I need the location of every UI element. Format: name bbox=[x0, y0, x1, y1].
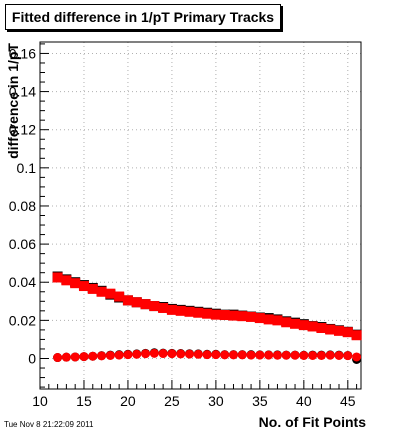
data-point-circle bbox=[123, 350, 133, 360]
data-point-circle bbox=[132, 349, 142, 359]
data-point-square bbox=[184, 306, 195, 317]
data-point-circle bbox=[79, 352, 89, 362]
y-tick-label: 0.1 bbox=[17, 160, 37, 176]
series-4 bbox=[53, 348, 362, 363]
data-point-square bbox=[202, 308, 213, 319]
data-point-square bbox=[70, 278, 81, 289]
y-tick-label: 0.06 bbox=[9, 236, 36, 252]
x-tick-label: 45 bbox=[340, 393, 356, 409]
data-points bbox=[52, 271, 362, 364]
x-tick-label: 15 bbox=[76, 393, 92, 409]
data-point-square bbox=[281, 317, 292, 328]
data-point-square bbox=[298, 320, 309, 331]
data-point-square bbox=[96, 286, 107, 297]
data-point-circle bbox=[264, 350, 274, 360]
x-tick-label: 20 bbox=[120, 393, 136, 409]
data-point-square bbox=[254, 313, 265, 324]
data-point-square bbox=[210, 309, 221, 320]
data-point-circle bbox=[237, 350, 247, 360]
data-point-circle bbox=[352, 352, 362, 362]
data-point-square bbox=[105, 288, 116, 299]
data-point-circle bbox=[88, 351, 98, 361]
data-point-circle bbox=[220, 350, 230, 360]
x-tick-label: 30 bbox=[208, 393, 224, 409]
grid bbox=[39, 42, 361, 389]
data-point-circle bbox=[105, 350, 115, 360]
data-point-square bbox=[114, 291, 125, 302]
data-point-square bbox=[334, 325, 345, 336]
data-point-square bbox=[149, 301, 160, 312]
data-point-circle bbox=[70, 352, 80, 362]
data-point-circle bbox=[149, 348, 159, 358]
data-point-square bbox=[158, 302, 169, 313]
data-point-circle bbox=[158, 349, 168, 359]
data-point-square bbox=[61, 275, 72, 286]
y-axis-label: difference in 1/pT bbox=[5, 43, 21, 159]
data-point-circle bbox=[316, 350, 326, 360]
data-point-square bbox=[272, 315, 283, 326]
data-point-square bbox=[52, 272, 63, 283]
data-point-circle bbox=[167, 349, 177, 359]
data-point-circle bbox=[53, 353, 63, 363]
data-point-circle bbox=[343, 351, 353, 361]
data-point-square bbox=[228, 310, 239, 321]
data-point-circle bbox=[290, 350, 300, 360]
x-axis-label: No. of Fit Points bbox=[259, 414, 367, 430]
x-tick-label: 35 bbox=[252, 393, 268, 409]
data-point-circle bbox=[211, 350, 221, 360]
plot-frame bbox=[39, 41, 362, 390]
data-point-square bbox=[193, 307, 204, 318]
data-point-square bbox=[351, 330, 362, 341]
data-point-square bbox=[140, 299, 151, 310]
data-point-square bbox=[263, 314, 274, 325]
x-tick-label: 10 bbox=[32, 393, 48, 409]
data-point-square bbox=[87, 283, 98, 294]
timestamp: Tue Nov 8 21:22:09 2011 bbox=[4, 420, 94, 429]
data-point-circle bbox=[255, 350, 265, 360]
x-tick-label: 25 bbox=[164, 393, 180, 409]
y-tick-label: 0 bbox=[28, 350, 36, 366]
data-point-circle bbox=[272, 350, 282, 360]
y-tick-label: 0.16 bbox=[9, 45, 36, 61]
x-tick-label: 40 bbox=[296, 393, 312, 409]
data-point-circle bbox=[228, 350, 238, 360]
data-point-square bbox=[342, 327, 353, 338]
data-point-circle bbox=[185, 349, 195, 359]
y-tick-label: 0.02 bbox=[9, 312, 36, 328]
data-point-square bbox=[175, 305, 186, 316]
data-point-square bbox=[78, 281, 89, 292]
data-point-square bbox=[325, 324, 336, 335]
data-point-square bbox=[246, 311, 257, 322]
data-point-circle bbox=[176, 349, 186, 359]
data-point-circle bbox=[308, 350, 318, 360]
data-point-circle bbox=[141, 349, 151, 359]
axis-ticks bbox=[39, 43, 358, 389]
chart-title: Fitted difference in 1/pT Primary Tracks bbox=[5, 4, 281, 30]
data-point-square bbox=[219, 310, 230, 321]
data-point-circle bbox=[114, 350, 124, 360]
data-point-square bbox=[307, 321, 318, 332]
data-point-circle bbox=[246, 350, 256, 360]
data-point-circle bbox=[61, 352, 71, 362]
data-point-circle bbox=[97, 351, 107, 361]
data-point-square bbox=[316, 322, 327, 333]
y-tick-label: 0.12 bbox=[9, 122, 36, 138]
y-tick-label: 0.14 bbox=[9, 84, 36, 100]
data-point-square bbox=[237, 311, 248, 322]
y-tick-label: 0.04 bbox=[9, 274, 36, 290]
data-point-circle bbox=[281, 350, 291, 360]
y-tick-label: 0.08 bbox=[9, 198, 36, 214]
data-point-circle bbox=[299, 350, 309, 360]
data-point-circle bbox=[325, 350, 335, 360]
data-point-square bbox=[166, 304, 177, 315]
data-point-square bbox=[131, 297, 142, 308]
tick-labels: 10 15 20 25 30 35 40 45 0 0.02 0.04 0.06 0.08 0.1 0.12… bbox=[9, 45, 356, 409]
data-point-circle bbox=[334, 350, 344, 360]
series-2 bbox=[52, 272, 362, 341]
data-point-square bbox=[290, 318, 301, 329]
data-point-circle bbox=[202, 350, 212, 360]
data-point-circle bbox=[193, 349, 203, 359]
data-point-square bbox=[122, 295, 133, 306]
